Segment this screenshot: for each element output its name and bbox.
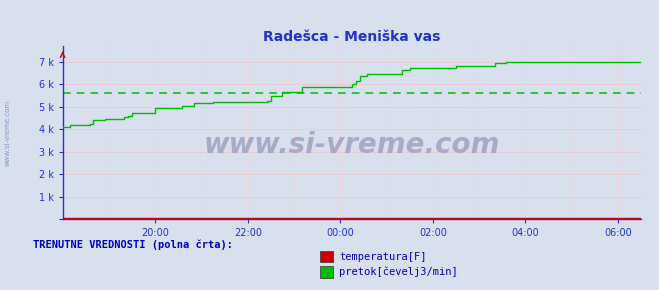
Text: www.si-vreme.com: www.si-vreme.com	[5, 100, 11, 166]
Text: TRENUTNE VREDNOSTI (polna črta):: TRENUTNE VREDNOSTI (polna črta):	[33, 239, 233, 250]
Text: www.si-vreme.com: www.si-vreme.com	[204, 131, 500, 159]
Text: pretok[čevelj3/min]: pretok[čevelj3/min]	[339, 267, 458, 277]
Title: Radešca - Meniška vas: Radešca - Meniška vas	[263, 30, 441, 44]
Text: temperatura[F]: temperatura[F]	[339, 252, 427, 262]
